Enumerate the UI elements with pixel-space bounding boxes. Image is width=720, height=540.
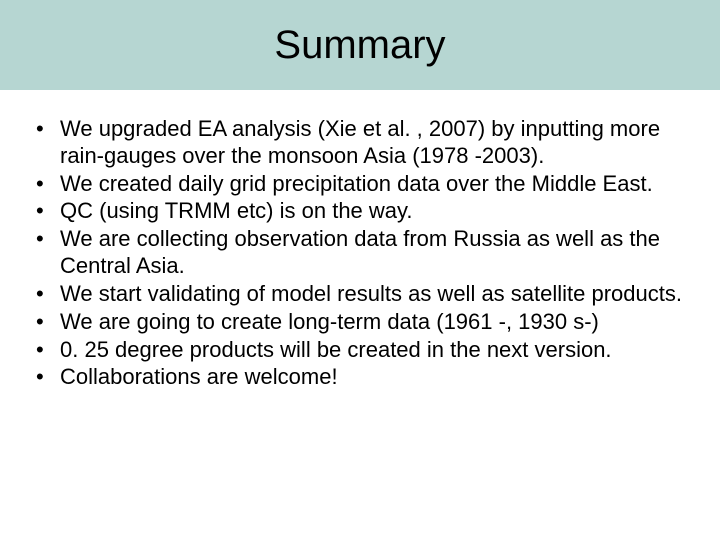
slide-content: We upgraded EA analysis (Xie et al. , 20… xyxy=(0,90,720,391)
list-item: 0. 25 degree products will be created in… xyxy=(30,337,690,364)
list-item: We start validating of model results as … xyxy=(30,281,690,308)
slide-title: Summary xyxy=(274,23,445,68)
list-item: We are collecting observation data from … xyxy=(30,226,690,280)
list-item: QC (using TRMM etc) is on the way. xyxy=(30,198,690,225)
list-item: Collaborations are welcome! xyxy=(30,364,690,391)
list-item: We are going to create long-term data (1… xyxy=(30,309,690,336)
list-item: We created daily grid precipitation data… xyxy=(30,171,690,198)
bullet-list: We upgraded EA analysis (Xie et al. , 20… xyxy=(30,116,690,391)
list-item: We upgraded EA analysis (Xie et al. , 20… xyxy=(30,116,690,170)
title-bar: Summary xyxy=(0,0,720,90)
